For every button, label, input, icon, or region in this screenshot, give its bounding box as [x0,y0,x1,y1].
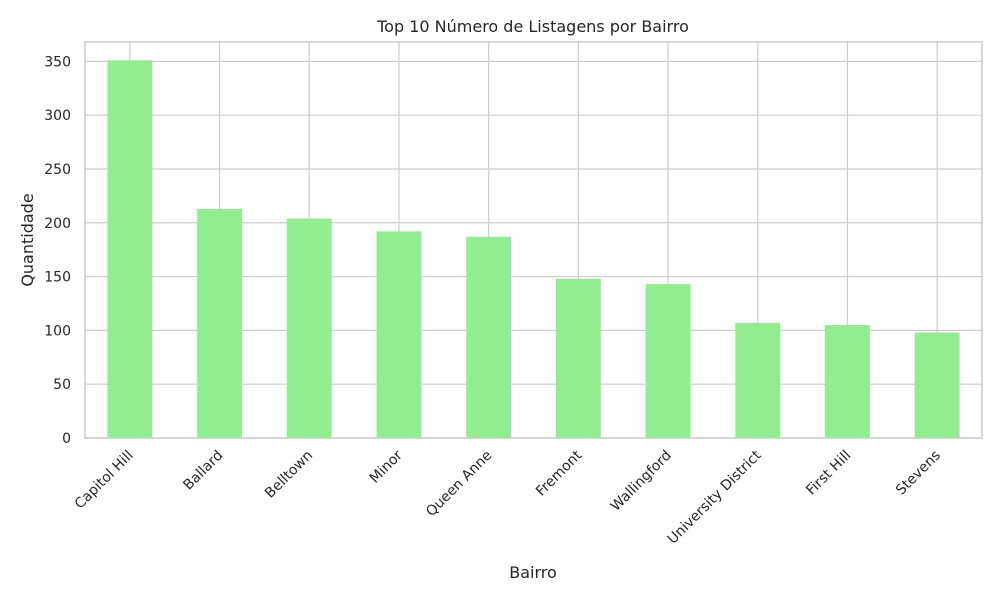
y-tick-label: 350 [44,54,71,70]
axes-frame [84,41,983,439]
x-tick-label: Belltown [262,448,316,502]
y-tick-label: 150 [44,270,71,286]
y-tick-label: 300 [44,108,71,124]
x-tick-label: Minor [367,447,406,486]
x-tick-label: Wallingford [608,448,675,515]
bars [107,60,960,438]
y-tick-labels: 0 50 100 150 200 250 300 350 [44,54,71,447]
bar-queen-anne [466,236,512,438]
y-tick-label: 250 [44,162,71,178]
x-tick-label: Ballard [180,448,226,494]
bar-university-district [735,322,781,438]
x-tick-labels: Capitol Hill Ballard Belltown Minor Queen An… [72,447,944,547]
bar-first-hill [825,325,870,438]
x-tick-label: University District [665,447,765,547]
bar-wallingford [645,284,691,438]
x-tick-label: First Hill [803,448,854,499]
bar-fremont [555,278,601,438]
x-axis-title: Bairro [509,563,557,582]
bar-ballard [197,208,242,438]
chart-title: Top 10 Número de Listagens por Bairro [376,17,689,36]
x-tick-label: Capitol Hill [72,448,137,513]
plot-frame [84,41,983,439]
x-tick-label: Stevens [893,448,944,499]
y-tick-label: 100 [44,323,71,339]
y-tick-label: 0 [62,431,71,447]
y-tick-label: 200 [44,216,71,232]
x-tick-label: Queen Anne [423,448,495,520]
x-tick-label: Fremont [533,447,585,499]
bar-minor [376,231,422,438]
y-axis-title: Quantidade [18,193,37,286]
bar-belltown [286,218,332,438]
bar-capitol-hill [107,60,153,438]
bar-stevens [914,332,960,438]
y-tick-label: 50 [53,377,71,393]
